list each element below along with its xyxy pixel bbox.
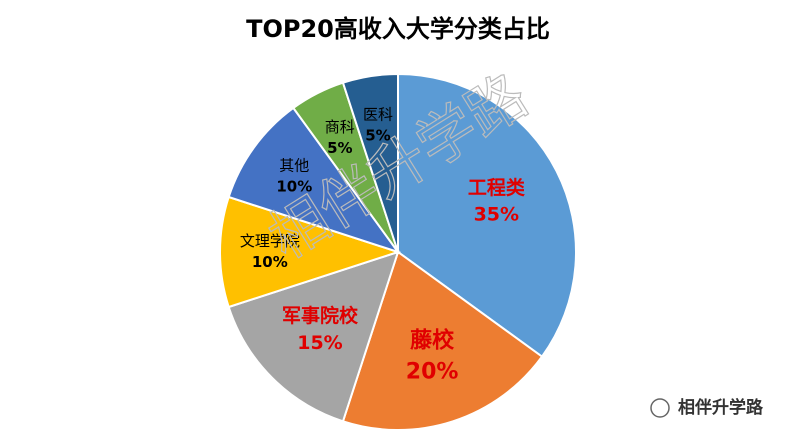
value-label: 10% bbox=[276, 178, 312, 196]
pie-slice bbox=[341, 72, 399, 253]
slice-label: 文理学院 bbox=[240, 232, 300, 250]
slice-label: 医科 bbox=[363, 105, 393, 123]
slice-label: 其他 bbox=[279, 157, 309, 175]
value-label: 5% bbox=[327, 139, 352, 157]
chart-title: TOP20高收入大学分类占比 bbox=[246, 15, 550, 43]
value-label: 35% bbox=[474, 204, 519, 226]
value-label: 15% bbox=[297, 332, 342, 354]
source-logo: 相伴升学路 bbox=[650, 397, 764, 418]
pie-slice bbox=[397, 72, 577, 359]
slice-label: 商科 bbox=[325, 118, 355, 136]
slice-label: 工程类 bbox=[468, 176, 525, 199]
value-label: 5% bbox=[365, 126, 390, 144]
slice-label: 藤校 bbox=[410, 328, 455, 354]
value-label: 20% bbox=[406, 359, 459, 384]
pie-slice bbox=[227, 250, 400, 423]
pie-slice bbox=[227, 106, 401, 254]
pie-slice bbox=[219, 195, 402, 309]
pie-slice bbox=[341, 250, 544, 431]
source: 相伴升学路 bbox=[678, 397, 764, 418]
value-label: 10% bbox=[252, 253, 288, 271]
slice-label: 军事院校 bbox=[282, 304, 359, 327]
pie: 工程类 35% 藤校 20% 军事院校 15% 文理学院 10% 其他 10% 商科 5% 医科 5% bbox=[219, 72, 577, 431]
logo-icon bbox=[650, 398, 670, 418]
